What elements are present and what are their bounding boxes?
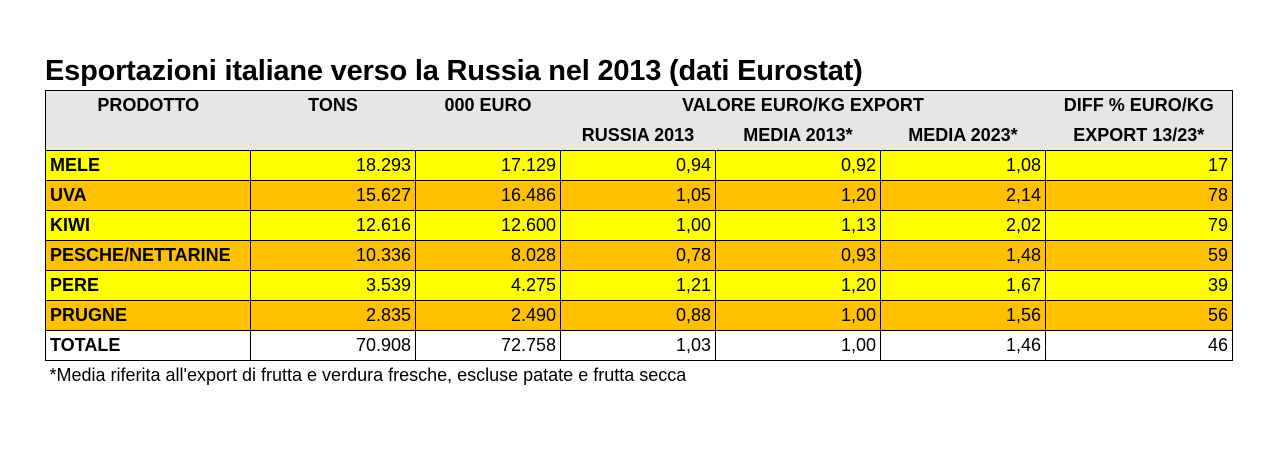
table-row: PRUGNE 2.835 2.490 0,88 1,00 1,56 56 <box>45 300 1233 331</box>
cell-russia2013: 0,78 <box>560 240 716 271</box>
cell-media2023: 1,46 <box>880 330 1046 361</box>
cell-diff: 59 <box>1045 240 1233 271</box>
cell-tons: 10.336 <box>250 240 416 271</box>
cell-russia2013: 1,05 <box>560 180 716 211</box>
header-row-2: RUSSIA 2013 MEDIA 2013* MEDIA 2023* EXPO… <box>45 120 1233 151</box>
cell-euro: 16.486 <box>415 180 561 211</box>
cell-tons: 3.539 <box>250 270 416 301</box>
cell-media2023: 2,14 <box>880 180 1046 211</box>
cell-russia2013: 1,00 <box>560 210 716 241</box>
cell-prodotto: PERE <box>45 270 251 301</box>
table-row: PESCHE/NETTARINE 10.336 8.028 0,78 0,93 1,48 5… <box>45 240 1233 271</box>
cell-media2023: 1,08 <box>880 150 1046 181</box>
cell-euro: 12.600 <box>415 210 561 241</box>
table-row: UVA 15.627 16.486 1,05 1,20 2,14 78 <box>45 180 1233 211</box>
cell-prodotto: KIWI <box>45 210 251 241</box>
table-row: PERE 3.539 4.275 1,21 1,20 1,67 39 <box>45 270 1233 301</box>
cell-tons: 18.293 <box>250 150 416 181</box>
header-row-1: PRODOTTO TONS 000 EURO VALORE EURO/KG EX… <box>45 90 1233 121</box>
table-body: MELE 18.293 17.129 0,94 0,92 1,08 17 UVA 15.627 1… <box>45 150 1233 361</box>
header-euro: 000 EURO <box>415 90 561 121</box>
cell-prodotto: TOTALE <box>45 330 251 361</box>
cell-tons: 12.616 <box>250 210 416 241</box>
cell-euro: 8.028 <box>415 240 561 271</box>
header-russia-2013: RUSSIA 2013 <box>560 120 716 151</box>
cell-media2013: 1,13 <box>715 210 881 241</box>
cell-prodotto: PESCHE/NETTARINE <box>45 240 251 271</box>
footnote: *Media riferita all'export di frutta e v… <box>45 360 881 391</box>
cell-russia2013: 0,88 <box>560 300 716 331</box>
cell-euro: 4.275 <box>415 270 561 301</box>
cell-media2013: 0,92 <box>715 150 881 181</box>
cell-diff: 78 <box>1045 180 1233 211</box>
cell-media2013: 1,00 <box>715 300 881 331</box>
cell-media2013: 1,00 <box>715 330 881 361</box>
cell-media2023: 1,56 <box>880 300 1046 331</box>
cell-prodotto: MELE <box>45 150 251 181</box>
cell-media2023: 1,48 <box>880 240 1046 271</box>
cell-euro: 72.758 <box>415 330 561 361</box>
cell-media2013: 1,20 <box>715 180 881 211</box>
cell-diff: 56 <box>1045 300 1233 331</box>
cell-russia2013: 1,21 <box>560 270 716 301</box>
cell-media2013: 0,93 <box>715 240 881 271</box>
header-media-2023: MEDIA 2023* <box>880 120 1046 151</box>
note-row: *Media riferita all'export di frutta e v… <box>45 360 1233 391</box>
cell-tons: 70.908 <box>250 330 416 361</box>
cell-media2023: 2,02 <box>880 210 1046 241</box>
cell-media2013: 1,20 <box>715 270 881 301</box>
cell-prodotto: UVA <box>45 180 251 211</box>
cell-diff: 46 <box>1045 330 1233 361</box>
export-table: PRODOTTO TONS 000 EURO VALORE EURO/KG EX… <box>45 90 1233 391</box>
cell-tons: 15.627 <box>250 180 416 211</box>
cell-diff: 79 <box>1045 210 1233 241</box>
cell-russia2013: 1,03 <box>560 330 716 361</box>
cell-diff: 17 <box>1045 150 1233 181</box>
cell-diff: 39 <box>1045 270 1233 301</box>
cell-euro: 17.129 <box>415 150 561 181</box>
table-row-total: TOTALE 70.908 72.758 1,03 1,00 1,46 46 <box>45 330 1233 361</box>
cell-media2023: 1,67 <box>880 270 1046 301</box>
header-tons: TONS <box>250 90 416 121</box>
cell-russia2013: 0,94 <box>560 150 716 181</box>
header-diff: DIFF % EURO/KG <box>1045 90 1233 121</box>
header-prodotto: PRODOTTO <box>45 90 251 121</box>
header-media-2013: MEDIA 2013* <box>715 120 881 151</box>
table-row: KIWI 12.616 12.600 1,00 1,13 2,02 79 <box>45 210 1233 241</box>
page-title: Esportazioni italiane verso la Russia ne… <box>45 55 863 87</box>
header-export: EXPORT 13/23* <box>1045 120 1233 151</box>
cell-euro: 2.490 <box>415 300 561 331</box>
cell-prodotto: PRUGNE <box>45 300 251 331</box>
cell-tons: 2.835 <box>250 300 416 331</box>
header-valore: VALORE EURO/KG EXPORT <box>560 90 1046 121</box>
table-row: MELE 18.293 17.129 0,94 0,92 1,08 17 <box>45 150 1233 181</box>
